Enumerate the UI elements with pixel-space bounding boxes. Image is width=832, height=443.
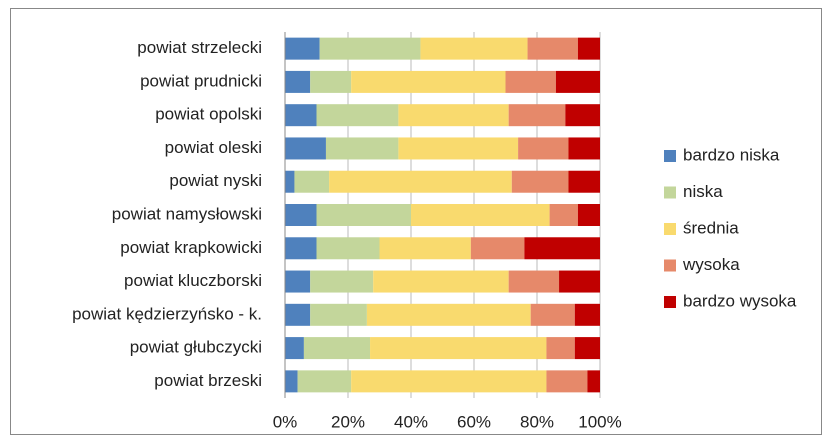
y-tick-label: powiat kędzierzyńsko - k. bbox=[72, 304, 262, 323]
bar-segment bbox=[310, 303, 367, 326]
bar-segment bbox=[316, 104, 399, 127]
y-tick-label: powiat krapkowicki bbox=[120, 238, 262, 257]
bar-segment bbox=[310, 270, 374, 293]
bar-segment bbox=[546, 370, 588, 393]
bar-segment bbox=[398, 104, 509, 127]
bar-segment bbox=[294, 170, 330, 193]
legend-label: bardzo niska bbox=[683, 145, 780, 164]
bar-segment bbox=[316, 204, 411, 226]
bar-segment bbox=[524, 237, 600, 260]
x-tick-label: 20% bbox=[331, 412, 365, 431]
x-tick-label: 40% bbox=[394, 412, 428, 431]
y-tick-label: powiat opolski bbox=[155, 105, 262, 124]
bar-segment bbox=[285, 270, 311, 293]
bar-segment bbox=[511, 170, 569, 193]
bar-segment bbox=[297, 370, 352, 393]
bar-segment bbox=[577, 204, 600, 226]
bar-segment bbox=[285, 303, 311, 326]
bar-segment bbox=[285, 70, 311, 93]
x-tick-label: 0% bbox=[273, 412, 298, 431]
bar-segment bbox=[370, 337, 547, 360]
bar-segment bbox=[285, 204, 317, 226]
bar-segment bbox=[285, 237, 317, 260]
bar-segment bbox=[574, 303, 600, 326]
y-tick-label: powiat strzelecki bbox=[137, 38, 262, 57]
legend-swatch bbox=[664, 186, 676, 199]
y-tick-label: powiat brzeski bbox=[154, 371, 262, 390]
y-tick-label: powiat nyski bbox=[169, 171, 262, 190]
bar-segment bbox=[508, 104, 566, 127]
bar-segment bbox=[329, 170, 512, 193]
bar-segment bbox=[518, 137, 569, 160]
bar-segment bbox=[411, 204, 550, 226]
legend-label: bardzo wysoka bbox=[683, 291, 797, 310]
bar-segment bbox=[565, 104, 600, 127]
y-tick-label: powiat namysłowski bbox=[112, 204, 262, 223]
bar-segment bbox=[568, 137, 600, 160]
bar-segment bbox=[546, 337, 575, 360]
legend-label: niska bbox=[683, 182, 723, 201]
x-tick-label: 60% bbox=[457, 412, 491, 431]
bar-segment bbox=[285, 137, 326, 160]
bar-segment bbox=[379, 237, 471, 260]
x-tick-label: 100% bbox=[578, 412, 621, 431]
y-tick-label: powiat głubczycki bbox=[130, 338, 262, 357]
y-tick-label: powiat oleski bbox=[165, 138, 262, 157]
bar-segment bbox=[555, 70, 600, 93]
bar-segment bbox=[351, 370, 547, 393]
x-tick-label: 80% bbox=[520, 412, 554, 431]
bar-segment bbox=[527, 37, 578, 60]
bar-segment bbox=[398, 137, 519, 160]
legend-swatch bbox=[664, 296, 676, 308]
bar-segment bbox=[310, 70, 352, 93]
bar-segment bbox=[285, 104, 317, 127]
bar-segment bbox=[420, 37, 528, 60]
legend-swatch bbox=[664, 259, 676, 272]
bar-segment bbox=[285, 370, 298, 393]
bar-segment bbox=[285, 337, 304, 360]
bar-segment bbox=[574, 337, 600, 360]
bar-segment bbox=[319, 37, 421, 60]
legend-swatch bbox=[664, 150, 676, 162]
bar-segment bbox=[303, 337, 371, 360]
bar-segment bbox=[549, 204, 578, 226]
legend-swatch bbox=[664, 223, 676, 235]
legend-label: średnia bbox=[683, 218, 739, 237]
bar-segment bbox=[508, 270, 560, 293]
bar-segment bbox=[505, 70, 556, 93]
bar-segment bbox=[577, 37, 600, 60]
bar-segment bbox=[587, 370, 600, 393]
y-tick-label: powiat kluczborski bbox=[124, 271, 262, 290]
y-tick-label: powiat prudnicki bbox=[140, 71, 262, 90]
bar-segment bbox=[351, 70, 506, 93]
bar-segment bbox=[316, 237, 380, 260]
bar-segment bbox=[470, 237, 525, 260]
legend-label: wysoka bbox=[682, 255, 740, 274]
bar-segment bbox=[559, 270, 600, 293]
bar-segment bbox=[568, 170, 600, 193]
bar-segment bbox=[285, 37, 320, 60]
bar-segment bbox=[325, 137, 399, 160]
bar-segment bbox=[373, 270, 509, 293]
bar-segment bbox=[530, 303, 575, 326]
bar-segment bbox=[285, 170, 295, 193]
bar-segment bbox=[366, 303, 531, 326]
